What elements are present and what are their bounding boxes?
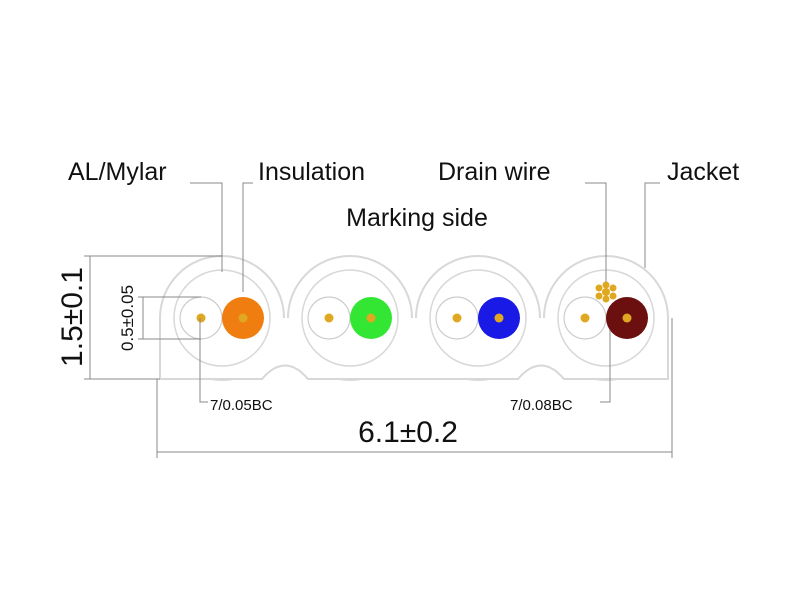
- pairs: [173, 269, 655, 367]
- label-al-mylar: AL/Mylar: [68, 158, 167, 186]
- dim-height: 1.5±0.1: [56, 267, 89, 367]
- drain-wire: [595, 281, 617, 303]
- label-insulation: Insulation: [258, 158, 365, 186]
- conductor-drain: 7/0.08BC: [510, 397, 573, 414]
- leader-lines: [190, 182, 660, 403]
- label-marking-side: Marking side: [346, 204, 488, 232]
- label-drain-wire: Drain wire: [438, 158, 551, 186]
- label-jacket: Jacket: [667, 158, 739, 186]
- conductor-signal: 7/0.05BC: [210, 397, 273, 414]
- dimension-lines: [84, 255, 673, 458]
- dim-width: 6.1±0.2: [358, 416, 458, 449]
- dim-pitch: 0.5±0.05: [118, 285, 137, 351]
- jacket-outline: [159, 255, 669, 381]
